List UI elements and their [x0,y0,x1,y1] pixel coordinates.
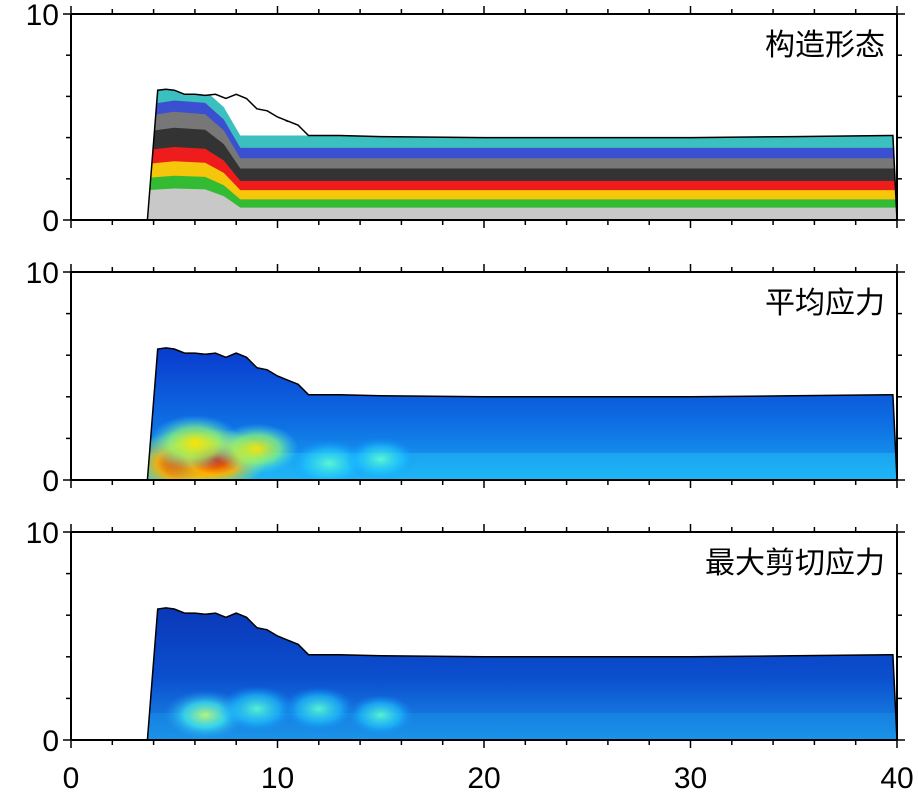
wedge-outline [146,607,898,741]
y-tick-label: 0 [42,725,59,758]
heatmap-hotspot-2 [218,685,295,732]
panel-title: 构造形态 [765,28,885,63]
y-tick-label: 0 [42,465,59,498]
heatmap-hotspot-3 [282,686,355,731]
layer-gray [147,188,897,220]
y-tick-label: 0 [42,205,59,238]
panel-title: 最大剪切应力 [705,546,885,581]
panel-1: 0 10 构造形态 [26,0,905,238]
heatmap-hotspot-4 [214,423,299,474]
x-tick-label: 0 [63,762,80,795]
panel-3: 0 10 最大剪切应力 0 10 20 30 40 [26,517,914,795]
panel-title: 平均应力 [765,286,885,321]
heatmap-hotspot-4 [347,694,414,736]
heatmap-hotspot-6 [344,437,417,480]
y-tick-label: 10 [26,0,59,32]
y-tick-label: 10 [26,257,59,290]
x-tick-label: 20 [467,762,500,795]
wedge-fill [147,89,897,220]
panel-2: 0 10 平均应力 [26,257,905,498]
wedge-outline [146,88,898,221]
x-tick-label: 30 [674,762,707,795]
x-tick-label: 40 [880,762,913,795]
x-tick-label: 10 [261,762,294,795]
y-tick-label: 10 [26,517,59,550]
wedge-outline [146,347,898,481]
